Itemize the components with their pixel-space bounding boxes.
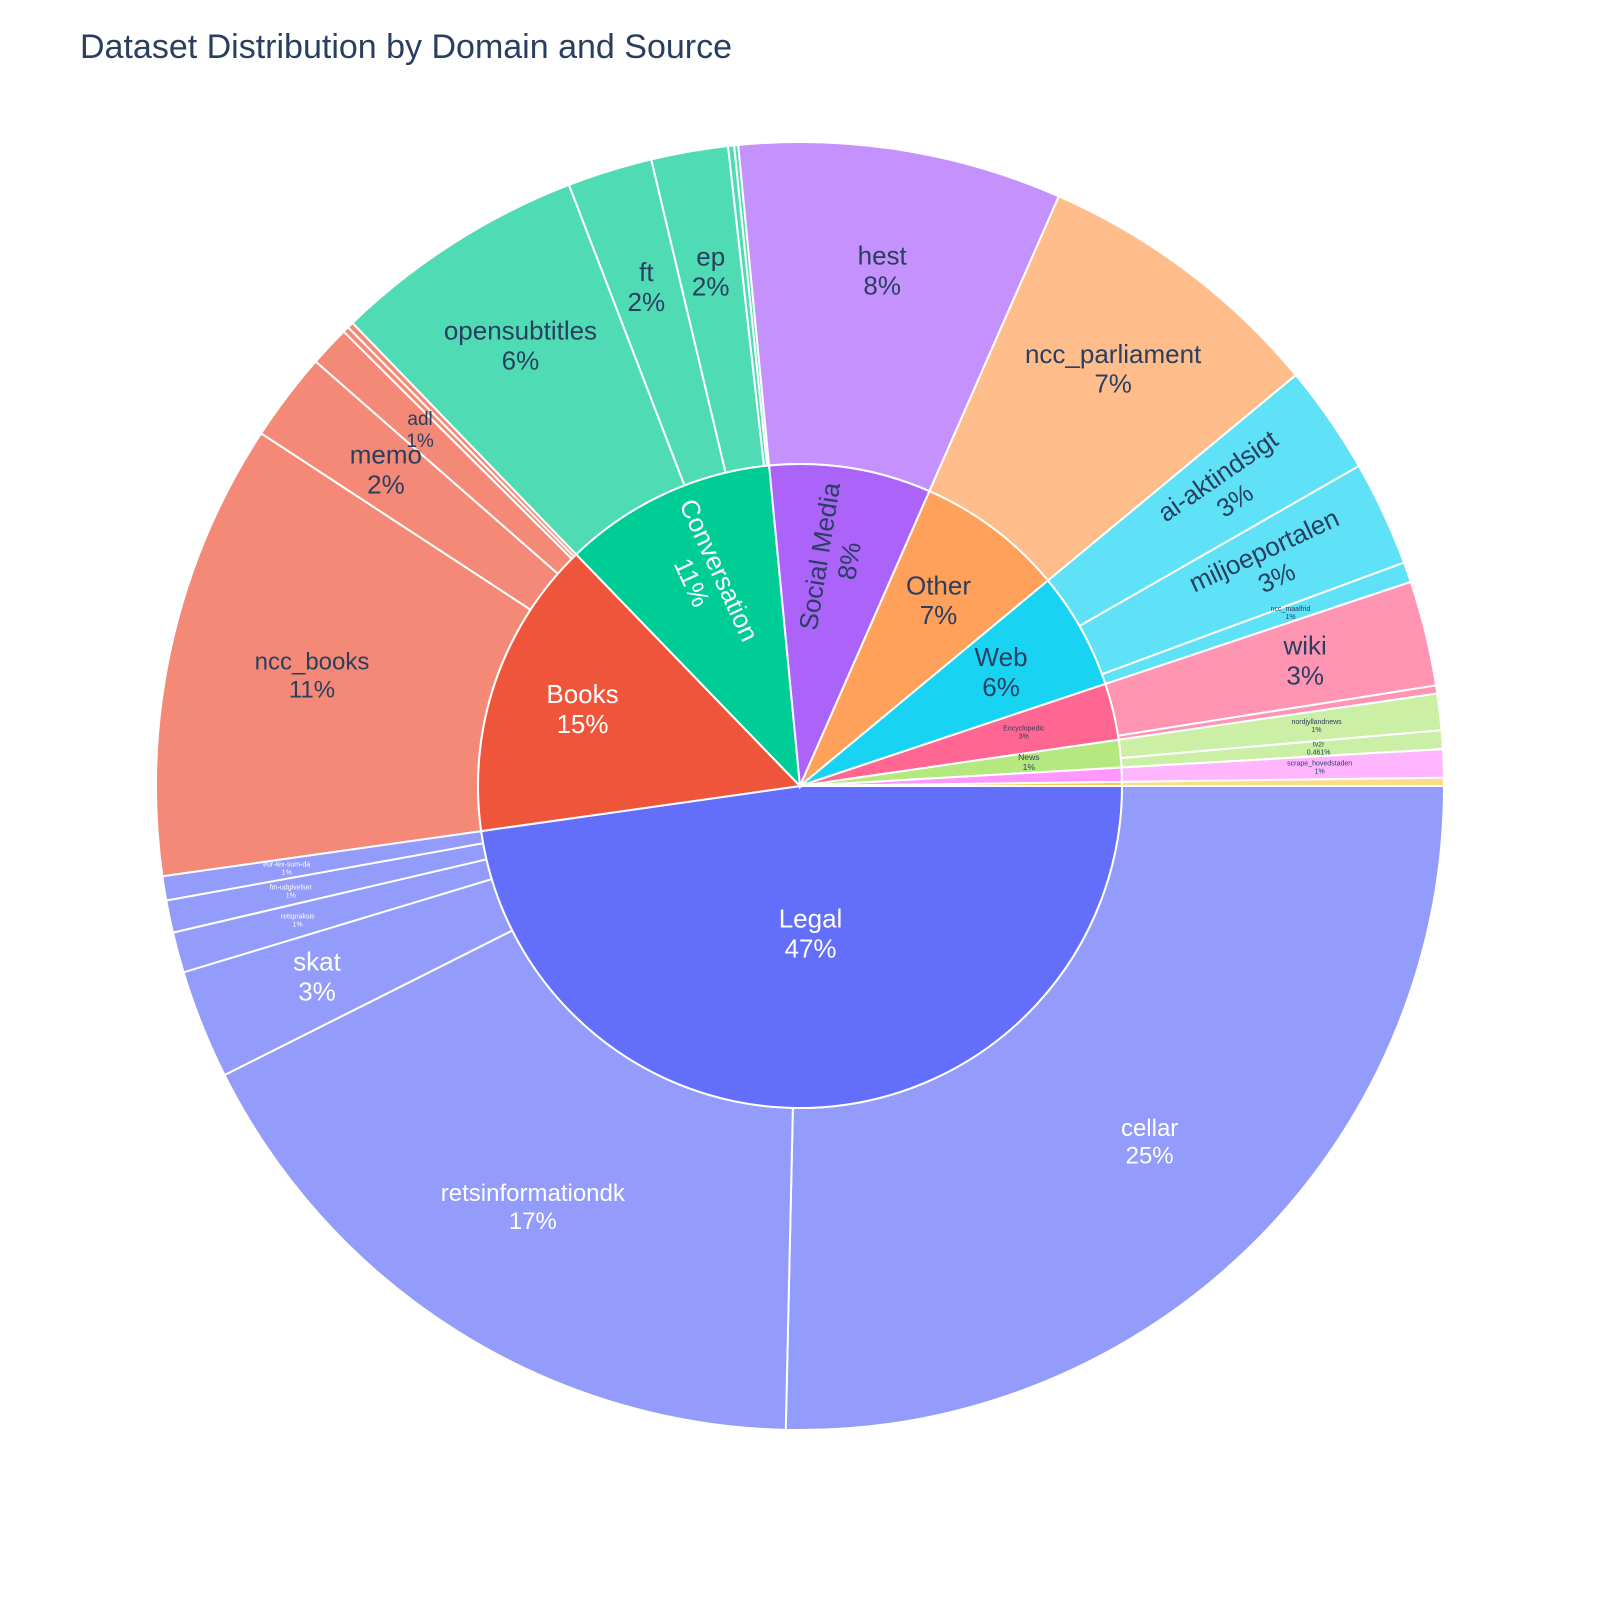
label-percent: 6%: [982, 672, 1020, 702]
label-percent: 1%: [1023, 762, 1036, 772]
label-percent: 1%: [286, 892, 296, 899]
label-percent: 3%: [1019, 734, 1029, 741]
domain-segment-unlabeled[interactable]: [799, 780, 1124, 787]
label-percent: 7%: [1094, 369, 1132, 399]
label-percent: 17%: [509, 1208, 557, 1235]
label-name: wiki: [1282, 631, 1326, 661]
label-name: Legal: [779, 904, 843, 934]
label-name: News: [1018, 752, 1040, 762]
label-percent: 2%: [628, 287, 666, 317]
label-name: cellar: [1121, 1115, 1178, 1142]
label-name: Web: [975, 642, 1028, 672]
domain-segment-legal[interactable]: [480, 785, 1124, 1110]
label-name: memo: [350, 439, 422, 469]
label-name: nordjyllandnews: [1291, 719, 1342, 726]
label-name: eur-lex-sum-da: [263, 861, 310, 868]
label-percent: 1%: [406, 431, 434, 452]
label-name: retspraksis: [281, 913, 315, 920]
segment-label-ft: ft2%: [628, 257, 666, 317]
label-name: Books: [546, 679, 618, 709]
label-percent: 8%: [863, 270, 901, 300]
domain-segment-conversation[interactable]: [574, 464, 802, 789]
label-name: ft: [639, 257, 654, 287]
label-name: tv2r: [1313, 741, 1325, 748]
label-percent: 0.461%: [1307, 749, 1331, 756]
label-name: opensubtitles: [444, 315, 597, 345]
label-name: scrape_hovedstaden: [1287, 761, 1352, 768]
label-name: adl: [407, 409, 432, 430]
label-name: ncc_books: [255, 649, 370, 676]
label-percent: 3%: [1286, 660, 1324, 690]
inner-ring: [477, 463, 1124, 1110]
label-percent: 15%: [556, 709, 608, 739]
segment-label-eur-lex-sum-da: eur-lex-sum-da 1%: [263, 861, 310, 876]
label-percent: 7%: [920, 600, 958, 630]
segment-label-ep: ep2%: [692, 242, 730, 302]
label-percent: 11%: [289, 676, 335, 703]
outer-ring: [155, 141, 1446, 1431]
label-percent: 25%: [1126, 1143, 1174, 1170]
label-percent: 1%: [1311, 727, 1321, 734]
domain-segment-social-media[interactable]: [768, 463, 931, 790]
chart-title: Dataset Distribution by Domain and Sourc…: [80, 28, 732, 66]
label-percent: 2%: [692, 272, 730, 302]
label-percent: 47%: [785, 933, 837, 963]
label-percent: 3%: [298, 976, 336, 1006]
label-name: ncc_parliament: [1025, 339, 1202, 369]
label-name: hest: [858, 240, 908, 270]
label-name: retsinformationdk: [441, 1180, 626, 1207]
label-percent: 1%: [1315, 769, 1325, 776]
label-percent: 1%: [293, 921, 303, 928]
label-name: ep: [696, 242, 725, 272]
label-percent: 8%: [831, 540, 867, 582]
label-name: Encyclopedic: [1003, 726, 1045, 733]
label-percent: 2%: [367, 469, 405, 499]
label-name: fm-udgivelser: [270, 884, 313, 891]
label-name: skat: [293, 947, 341, 977]
domain-segment-books[interactable]: [477, 553, 803, 833]
label-percent: 6%: [502, 345, 540, 375]
label-name: Other: [906, 570, 971, 600]
label-percent: 1%: [1285, 614, 1295, 621]
label-name: ncc_maalfrid: [1271, 606, 1311, 613]
label-percent: 1%: [282, 870, 292, 877]
domain-segment-other[interactable]: [799, 489, 1050, 787]
